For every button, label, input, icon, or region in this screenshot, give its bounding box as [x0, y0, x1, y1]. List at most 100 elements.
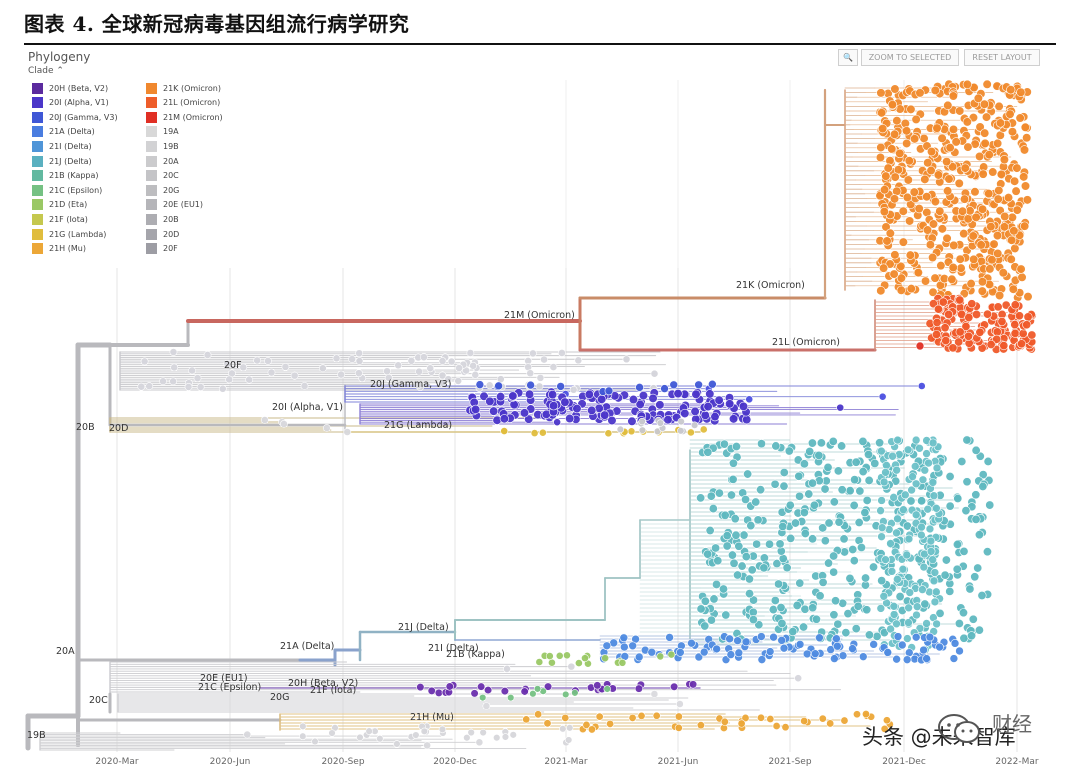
- clade-21j-tip[interactable]: [906, 496, 916, 506]
- clade-21k-tip[interactable]: [948, 262, 958, 273]
- clade-21d-tip[interactable]: [563, 651, 571, 660]
- clade-19b-tip[interactable]: [243, 730, 252, 739]
- clade-21l-tip[interactable]: [1010, 320, 1020, 330]
- clade-20i-tip[interactable]: [572, 403, 582, 414]
- clade-21j-tip[interactable]: [911, 435, 921, 445]
- clade-21k-tip[interactable]: [948, 91, 958, 101]
- clade-21j-tip[interactable]: [912, 610, 921, 620]
- clade-21k-tip[interactable]: [980, 128, 990, 138]
- clade-21h-tip[interactable]: [882, 716, 891, 725]
- clade-20h-tip[interactable]: [520, 687, 529, 696]
- clade-20d-tip[interactable]: [343, 428, 352, 436]
- clade-21i-tip[interactable]: [725, 634, 734, 644]
- clade-21k-tip[interactable]: [955, 106, 965, 116]
- clade-21j-tip[interactable]: [912, 602, 922, 611]
- clade-21j-tip[interactable]: [959, 546, 969, 556]
- clade-21k-tip[interactable]: [974, 151, 985, 162]
- clade-20c-tip[interactable]: [482, 702, 491, 710]
- clade-20i-tip[interactable]: [635, 399, 645, 410]
- clade-21k-tip[interactable]: [968, 231, 978, 241]
- clade-21h-tip[interactable]: [880, 724, 889, 733]
- clade-20i-tip[interactable]: [673, 388, 683, 399]
- clade-21j-tip[interactable]: [971, 490, 981, 500]
- clade-21i-tip[interactable]: [955, 646, 964, 656]
- clade-21k-tip[interactable]: [879, 207, 889, 217]
- clade-21j-tip[interactable]: [753, 515, 763, 525]
- clade-21j-tip[interactable]: [923, 504, 933, 514]
- clade-19a-tip[interactable]: [412, 731, 420, 739]
- clade-21h-tip[interactable]: [781, 723, 790, 732]
- clade-21k-tip[interactable]: [957, 206, 968, 216]
- clade-21j-tip[interactable]: [959, 633, 969, 643]
- clade-21k-tip[interactable]: [945, 143, 955, 153]
- clade-20f-tip[interactable]: [267, 368, 276, 377]
- clade-20f-tip[interactable]: [415, 367, 424, 376]
- clade-21j-tip[interactable]: [864, 475, 874, 485]
- clade-21j-tip[interactable]: [814, 450, 824, 460]
- clade-21j-tip[interactable]: [726, 490, 736, 500]
- clade-20f-tip[interactable]: [354, 369, 363, 378]
- clade-20f-tip[interactable]: [170, 363, 179, 372]
- legend-item[interactable]: 19A: [146, 126, 179, 138]
- clade-20f-tip[interactable]: [394, 361, 403, 370]
- clade-21j-tip[interactable]: [910, 462, 920, 471]
- legend-item[interactable]: 21L (Omicron): [146, 97, 220, 109]
- clade-21j-tip[interactable]: [864, 630, 874, 640]
- clade-21l-tip[interactable]: [964, 313, 974, 323]
- clade-21k-tip[interactable]: [1009, 176, 1020, 186]
- clade-21k-tip[interactable]: [944, 174, 954, 184]
- clade-21k-tip[interactable]: [906, 284, 916, 294]
- clade-21c-tip[interactable]: [603, 685, 611, 693]
- clade-21i-tip[interactable]: [620, 642, 629, 652]
- clade-21j-tip[interactable]: [886, 539, 895, 548]
- clade-21k-tip[interactable]: [926, 165, 936, 176]
- clade-21d-tip[interactable]: [548, 658, 556, 667]
- clade-21k-tip[interactable]: [889, 129, 900, 139]
- clade-21j-tip[interactable]: [770, 596, 780, 606]
- clade-21j-tip[interactable]: [815, 591, 825, 601]
- clade-21i-tip[interactable]: [765, 647, 775, 656]
- clade-21l-tip[interactable]: [1014, 311, 1024, 321]
- clade-21j-tip[interactable]: [696, 604, 706, 614]
- clade-21j-tip[interactable]: [848, 545, 858, 555]
- clade-21j-tip[interactable]: [853, 601, 863, 611]
- clade-21j-tip[interactable]: [945, 501, 955, 511]
- clade-21j-tip[interactable]: [929, 576, 939, 586]
- clade-21j-tip[interactable]: [973, 563, 983, 573]
- clade-20f-tip[interactable]: [145, 382, 154, 391]
- clade-21j-tip[interactable]: [833, 619, 843, 629]
- clade-21k-tip[interactable]: [956, 263, 966, 273]
- clade-21k-tip[interactable]: [977, 204, 988, 214]
- clade-20f-tip[interactable]: [225, 375, 234, 384]
- clade-21k-tip[interactable]: [977, 286, 987, 296]
- clade-21k-tip[interactable]: [876, 286, 886, 296]
- clade-21j-tip[interactable]: [977, 590, 987, 600]
- clade-20i-tip[interactable]: [690, 406, 700, 417]
- clade-21i-tip[interactable]: [893, 632, 903, 641]
- clade-20c-tip[interactable]: [650, 690, 659, 698]
- clade-21d-tip[interactable]: [535, 658, 544, 666]
- clade-21j-tip[interactable]: [904, 603, 913, 613]
- clade-20i-tip[interactable]: [509, 400, 519, 410]
- clade-21h-tip[interactable]: [696, 721, 705, 730]
- clade-20i-tip[interactable]: [690, 421, 699, 429]
- clade-21k-tip[interactable]: [971, 212, 981, 222]
- clade-20f-tip[interactable]: [447, 357, 456, 366]
- clade-20f-tip[interactable]: [574, 356, 583, 365]
- clade-21l-tip[interactable]: [997, 317, 1007, 327]
- clade-20f-tip[interactable]: [535, 382, 544, 391]
- clade-21l-tip[interactable]: [961, 321, 971, 331]
- clade-21j-tip[interactable]: [728, 458, 738, 468]
- clade-20i-tip[interactable]: [489, 406, 499, 416]
- clade-21j-tip[interactable]: [935, 608, 945, 618]
- clade-20i-tip[interactable]: [587, 405, 597, 416]
- clade-21k-tip[interactable]: [987, 255, 997, 265]
- clade-21j-tip[interactable]: [734, 541, 744, 551]
- clade-21j-tip[interactable]: [907, 485, 916, 495]
- clade-21j-tip[interactable]: [839, 534, 849, 544]
- clade-21k-tip[interactable]: [1017, 272, 1027, 282]
- clade-21i-tip[interactable]: [634, 652, 644, 662]
- clade-21j-tip[interactable]: [881, 555, 890, 564]
- clade-21m-tip[interactable]: [915, 341, 925, 351]
- clade-21k-tip[interactable]: [936, 261, 946, 271]
